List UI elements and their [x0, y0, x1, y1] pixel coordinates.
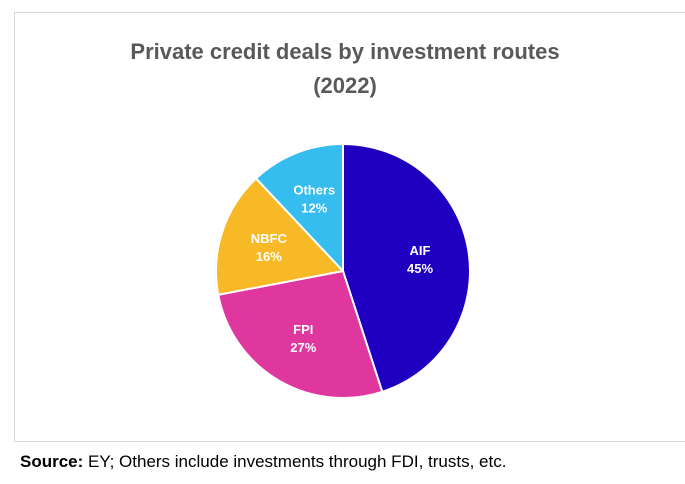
source-text: EY; Others include investments through F… — [83, 452, 507, 471]
source-note: Source: EY; Others include investments t… — [20, 452, 506, 472]
chart-title-line-1: Private credit deals by investment route… — [130, 39, 560, 64]
slice-label-value-fpi: 27% — [290, 340, 316, 355]
slice-label-name-aif: AIF — [410, 243, 431, 258]
slice-label-name-fpi: FPI — [293, 322, 313, 337]
source-label: Source: — [20, 452, 84, 471]
pie-slice-others — [255, 143, 344, 272]
pie-slice-aif — [342, 143, 471, 393]
slice-label-name-nbfc: NBFC — [251, 231, 288, 246]
pie-chart: AIF 45% FPI 27% NBFC 16% Others 12% — [215, 143, 471, 399]
chart-title: Private credit deals by investment route… — [15, 35, 675, 103]
slice-label-value-aif: 45% — [407, 261, 433, 276]
pie-slice-nbfc — [215, 177, 344, 296]
slice-label-value-nbfc: 16% — [256, 249, 282, 264]
chart-title-line-2: (2022) — [313, 73, 377, 98]
pie-slice-fpi — [217, 270, 384, 399]
slice-label-name-others: Others — [293, 183, 335, 198]
slice-label-value-others: 12% — [301, 201, 327, 216]
chart-frame: Private credit deals by investment route… — [14, 12, 685, 442]
